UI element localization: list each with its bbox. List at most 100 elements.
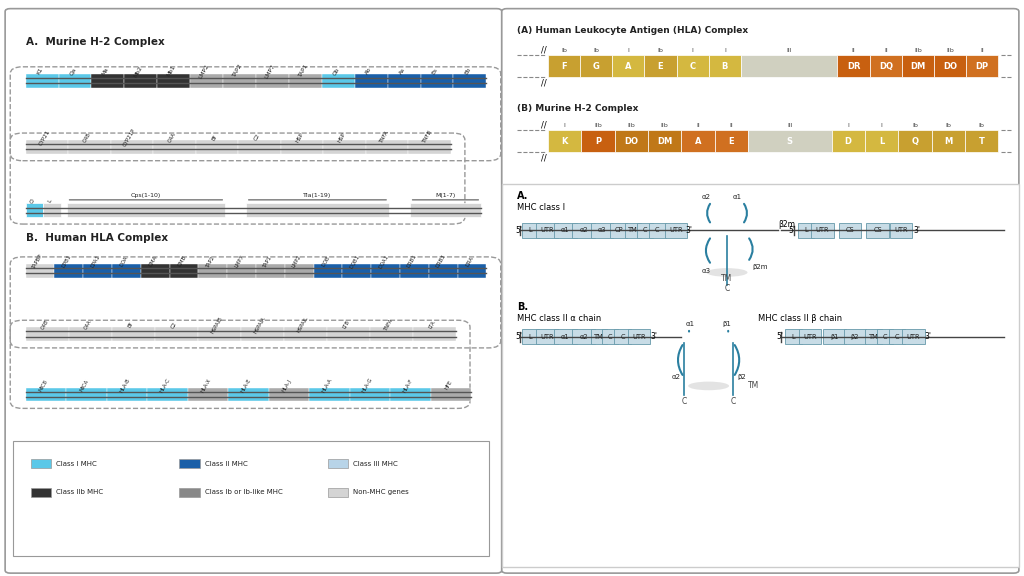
Text: IIb: IIb — [628, 123, 635, 128]
Text: C2: C2 — [170, 320, 178, 329]
Bar — [328, 459, 348, 468]
Bar — [410, 203, 481, 217]
Text: K1: K1 — [36, 67, 44, 76]
Bar — [749, 130, 831, 152]
Text: II: II — [884, 48, 888, 53]
Text: C2: C2 — [253, 133, 261, 142]
Text: Q: Q — [911, 137, 919, 146]
Text: α3: α3 — [598, 228, 606, 233]
Text: Class IIb MHC: Class IIb MHC — [56, 490, 103, 495]
Bar — [26, 140, 68, 154]
Text: II: II — [729, 123, 733, 128]
Text: 5': 5' — [776, 332, 783, 342]
Text: α1: α1 — [561, 228, 569, 233]
FancyBboxPatch shape — [649, 223, 666, 238]
Bar — [58, 74, 91, 88]
FancyBboxPatch shape — [865, 329, 882, 344]
FancyBboxPatch shape — [877, 329, 893, 344]
Text: α2: α2 — [672, 374, 680, 380]
Text: TAP2: TAP2 — [231, 64, 243, 79]
Bar — [309, 388, 349, 401]
Bar — [179, 488, 200, 497]
Text: UTR: UTR — [906, 334, 921, 340]
Text: CYP21: CYP21 — [38, 129, 51, 146]
Bar — [54, 264, 83, 278]
Bar — [430, 388, 471, 401]
Bar — [170, 264, 199, 278]
Text: α1: α1 — [733, 195, 741, 200]
Text: TM: TM — [594, 334, 604, 340]
Text: L: L — [792, 334, 796, 340]
Text: DRB1: DRB1 — [407, 254, 418, 269]
Text: L: L — [528, 334, 532, 340]
Text: I: I — [692, 48, 693, 53]
FancyBboxPatch shape — [572, 223, 595, 238]
Text: HSPAIA: HSPAIA — [253, 316, 267, 334]
Text: C4B: C4B — [82, 131, 92, 143]
FancyBboxPatch shape — [591, 223, 613, 238]
FancyBboxPatch shape — [554, 223, 577, 238]
Text: Class I MHC: Class I MHC — [56, 461, 97, 467]
Text: β2m: β2m — [753, 264, 768, 270]
Text: F: F — [561, 62, 566, 71]
Text: UTR: UTR — [894, 228, 908, 233]
Bar — [154, 140, 196, 154]
Bar — [458, 264, 486, 278]
Bar — [112, 327, 155, 341]
Text: C: C — [724, 284, 730, 293]
Bar — [965, 130, 998, 152]
FancyBboxPatch shape — [811, 223, 834, 238]
Text: HLA-F: HLA-F — [402, 377, 414, 393]
Text: C: C — [608, 334, 612, 340]
Bar — [91, 74, 124, 88]
Text: //: // — [541, 78, 547, 88]
Text: CYP21P: CYP21P — [123, 127, 137, 147]
Bar — [43, 203, 61, 217]
Text: LMP7: LMP7 — [264, 63, 276, 79]
FancyBboxPatch shape — [844, 329, 866, 344]
Text: β2: β2 — [737, 374, 745, 380]
Bar — [158, 74, 190, 88]
Bar — [548, 130, 582, 152]
Bar — [268, 388, 309, 401]
Text: MHC class I: MHC class I — [517, 203, 565, 212]
Text: C: C — [895, 334, 899, 340]
Text: Class III MHC: Class III MHC — [353, 461, 398, 467]
Text: TNFA: TNFA — [384, 318, 394, 332]
Text: TAP1: TAP1 — [298, 64, 309, 79]
Text: Ab: Ab — [365, 67, 373, 76]
Text: MHC class II α chain: MHC class II α chain — [517, 314, 601, 323]
Bar — [677, 55, 709, 77]
Text: L: L — [879, 137, 884, 146]
Bar — [400, 264, 429, 278]
Text: Ib: Ib — [657, 48, 664, 53]
Text: LTA: LTA — [428, 320, 436, 329]
Text: TAP1: TAP1 — [263, 255, 273, 268]
Text: //: // — [541, 45, 547, 54]
Bar — [187, 388, 228, 401]
Text: Tla(1-19): Tla(1-19) — [303, 192, 332, 198]
Bar — [349, 388, 390, 401]
Bar — [196, 140, 238, 154]
Text: CS: CS — [846, 228, 854, 233]
Text: HSPAIL: HSPAIL — [296, 316, 309, 334]
Text: UTR: UTR — [815, 228, 829, 233]
Bar — [741, 55, 838, 77]
Bar — [246, 203, 389, 217]
Bar — [421, 74, 454, 88]
FancyBboxPatch shape — [502, 9, 1019, 573]
Bar — [709, 55, 741, 77]
Bar — [328, 488, 348, 497]
Text: HLA-A: HLA-A — [322, 377, 333, 393]
Text: 5': 5' — [515, 332, 522, 342]
FancyBboxPatch shape — [522, 329, 539, 344]
Text: TM: TM — [868, 334, 879, 340]
Text: HLA-G: HLA-G — [361, 377, 374, 393]
Bar — [281, 140, 323, 154]
Text: M(1-7): M(1-7) — [435, 192, 456, 198]
Bar — [256, 74, 289, 88]
Text: C4B: C4B — [40, 319, 50, 331]
Text: G: G — [593, 62, 599, 71]
Text: B.  Human HLA Complex: B. Human HLA Complex — [26, 233, 168, 243]
Bar — [147, 388, 187, 401]
